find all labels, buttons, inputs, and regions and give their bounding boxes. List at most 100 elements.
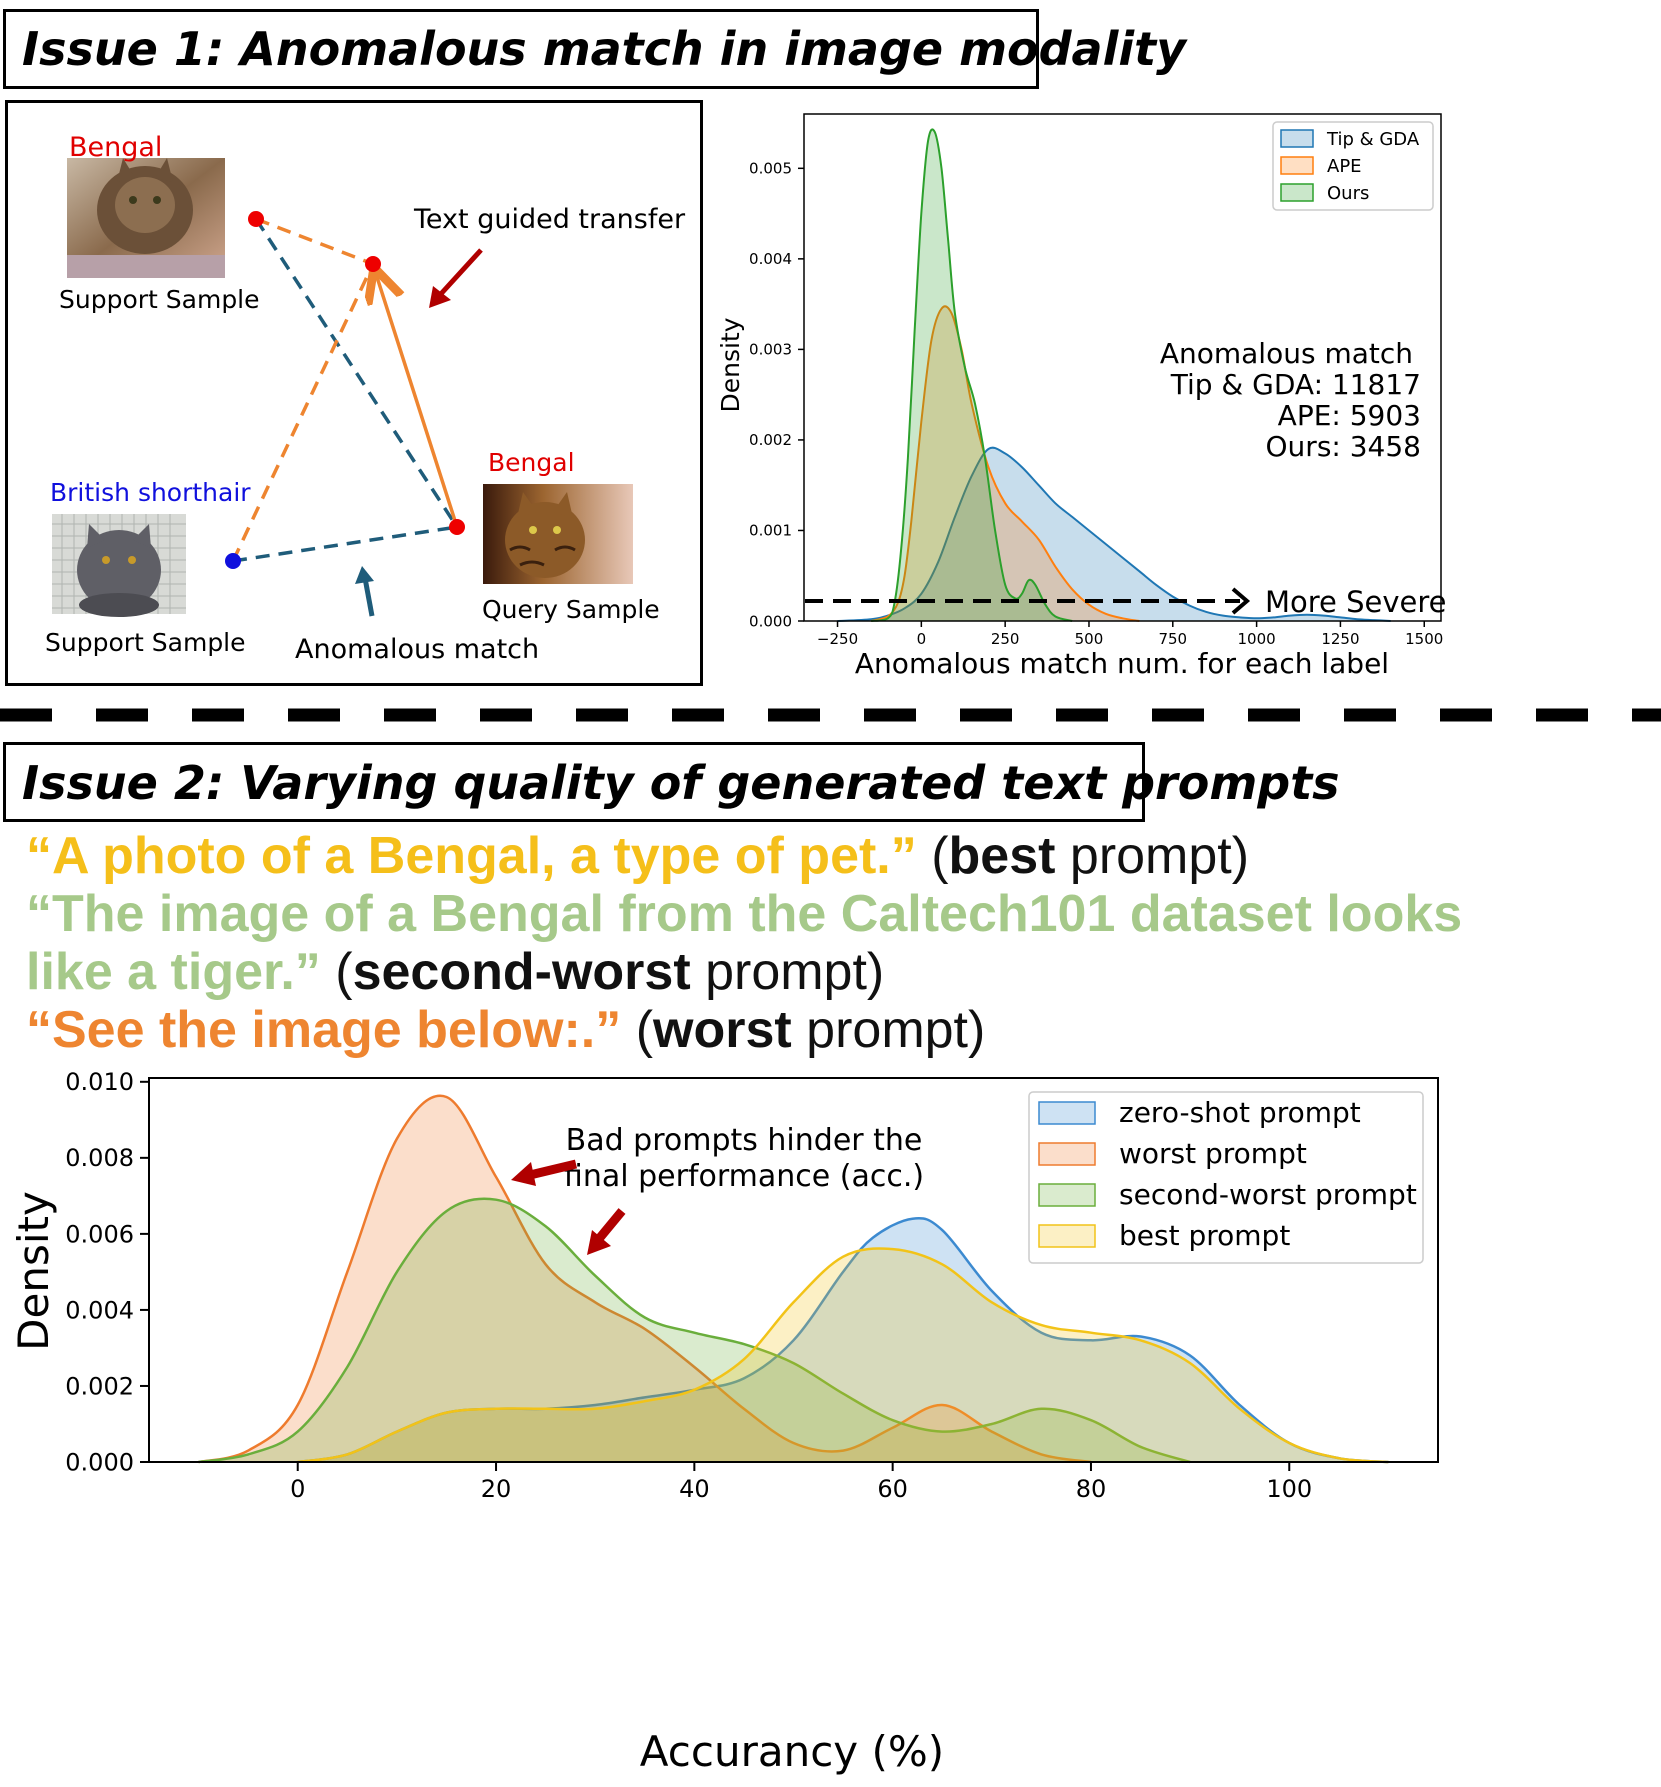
query-label: Bengal	[488, 448, 575, 477]
chart1-annotation: Anomalous match Tip & GDA: 11817 APE: 59…	[1160, 337, 1421, 463]
c2-xtick-label-2: 40	[679, 1475, 710, 1503]
c2-legend-frame	[1028, 1091, 1424, 1264]
c2-legend-label-0: zero-shot prompt	[1119, 1096, 1361, 1129]
c1-xtick-label-4: 750	[1158, 630, 1187, 648]
severity-label: More Severe	[1265, 585, 1447, 619]
dot-support-bottom	[225, 553, 241, 569]
chart1-xlabel: Anomalous match num. for each label	[855, 647, 1389, 680]
support-top-image	[67, 158, 225, 278]
c1-legend-swatch-0	[1280, 129, 1314, 148]
dashed-support-top-to-query	[254, 218, 459, 528]
c1-legend-label-0: Tip & GDA	[1326, 129, 1420, 150]
anomalous-match-label: Anomalous match	[295, 634, 539, 665]
support-bottom-caption: Support Sample	[45, 628, 246, 657]
dot-support-top	[248, 211, 264, 227]
c2-legend-swatch-0	[1038, 1101, 1096, 1125]
c2-area-0	[297, 1218, 1389, 1462]
c2-legend-label-2: second-worst prompt	[1119, 1178, 1417, 1211]
c1-ytick-label-4: 0.004	[749, 250, 792, 268]
c1-line-2	[870, 128, 1073, 622]
c1-ytick-label-2: 0.002	[749, 431, 792, 449]
query-image	[483, 484, 633, 584]
c1-area-0	[837, 447, 1391, 621]
c1-ytick-label-1: 0.001	[749, 522, 792, 540]
c1-xtick-label-7: 1500	[1405, 630, 1443, 648]
chart1-annotation-line-3: Ours: 3458	[1266, 430, 1421, 463]
c1-ytick-label-3: 0.003	[749, 341, 792, 359]
chart1-ylabel: Density	[716, 317, 745, 412]
c2-xtick-label-0: 0	[290, 1475, 305, 1503]
c2-ytick-label-0: 0.000	[65, 1448, 134, 1476]
c1-xtick-label-2: 250	[991, 630, 1020, 648]
c2-xtick-label-3: 60	[877, 1475, 908, 1503]
c2-legend-label-3: best prompt	[1119, 1219, 1290, 1252]
bad-prompt-arrow-1	[511, 1159, 578, 1186]
chart2-annotation-line-1: final performance (acc.)	[564, 1159, 924, 1194]
prompt-line-second-worst-1: “The image of a Bengal from the Caltech1…	[26, 884, 1462, 944]
issue1-diagram: Bengal Support Sample British shorthair …	[5, 100, 703, 686]
c2-area-3	[297, 1248, 1389, 1462]
text-transfer-pointer-arrow	[429, 248, 483, 308]
prompt-second-worst-quote-1: “The image of a Bengal from the Caltech1…	[26, 885, 1463, 943]
anomalous-match-chart: −250 0 250 500 750 1000 1250 1500 0.000 0.001 0.00…	[716, 113, 1447, 680]
chart2-xlabel: Accurancy (%)	[640, 1727, 944, 1776]
prompt-worst-rest: prompt)	[791, 1001, 986, 1059]
c1-xtick-label-1: 0	[917, 630, 927, 648]
c1-legend-label-2: Ours	[1327, 183, 1369, 204]
c1-area-1	[871, 306, 1140, 621]
prompt-second-worst-tag: second-worst	[352, 943, 691, 1001]
prompt-second-worst-open: (	[320, 943, 353, 1001]
c1-legend-swatch-1	[1280, 156, 1314, 175]
chart2-annotation: Bad prompts hinder the final performance…	[564, 1123, 924, 1194]
dot-query	[449, 519, 465, 535]
prompt-worst-quote: “See the image below:.”	[26, 1001, 622, 1059]
c1-frame	[803, 113, 1442, 622]
c2-legend-swatch-1	[1038, 1142, 1096, 1166]
support-top-label: Bengal	[69, 132, 162, 163]
chart1-annotation-line-2: APE: 5903	[1278, 399, 1421, 432]
c2-ytick-label-3: 0.006	[65, 1220, 134, 1248]
dashed-support-top-to-transfer	[255, 217, 374, 266]
support-bottom-label: British shorthair	[50, 478, 251, 507]
anomalous-pointer-arrow	[355, 566, 375, 617]
prompt-second-worst-quote-2: like a tiger.”	[26, 943, 321, 1001]
c1-xtick-label-0: −250	[817, 630, 858, 648]
c2-legend-label-1: worst prompt	[1119, 1137, 1307, 1170]
c2-ytick-label-4: 0.008	[65, 1144, 134, 1172]
bad-prompt-arrow-2	[587, 1208, 626, 1255]
c1-legend-swatch-2	[1280, 183, 1314, 202]
c2-xtick-label-5: 100	[1266, 1475, 1312, 1503]
c1-xtick-label-5: 1000	[1238, 630, 1276, 648]
issue1-title: Issue 1: Anomalous match in image modali…	[22, 22, 1187, 76]
c2-xtick-label-1: 20	[481, 1475, 512, 1503]
support-top-caption: Support Sample	[59, 285, 260, 314]
prompt-line-best: “A photo of a Bengal, a type of pet.” (b…	[26, 826, 1249, 886]
dashed-support-bottom-to-transfer	[231, 263, 375, 562]
c2-ytick-label-5: 0.010	[65, 1068, 134, 1096]
c1-area-2	[871, 129, 1073, 621]
prompt-best-open: (	[916, 827, 949, 885]
c1-line-0	[837, 446, 1391, 622]
chart1-annotation-line-1: Tip & GDA: 11817	[1170, 368, 1421, 401]
severity-arrow	[805, 587, 1251, 615]
issue1-title-box	[3, 9, 1039, 89]
section-separator	[0, 708, 1661, 722]
c2-xtick-label-4: 80	[1076, 1475, 1107, 1503]
support-bottom-image	[52, 514, 186, 617]
c1-xtick-label-6: 1250	[1321, 630, 1359, 648]
c2-frame	[148, 1077, 1439, 1463]
c2-area-1	[198, 1095, 1092, 1462]
query-caption: Query Sample	[482, 595, 660, 624]
chart1-legend: Tip & GDA APE Ours	[1272, 121, 1434, 211]
c1-xtick-label-3: 500	[1075, 630, 1104, 648]
text-transfer-label: Text guided transfer	[413, 204, 686, 235]
c2-legend-swatch-3	[1038, 1224, 1096, 1248]
chart2-ylabel: Density	[9, 1191, 58, 1351]
prompt-best-tag: best	[948, 827, 1056, 885]
c2-legend-swatch-2	[1038, 1183, 1096, 1207]
accuracy-chart: 0 20 40 60 80 100 0.000 0.002 0.004 0.006 0.008 0.0…	[9, 1068, 1439, 1776]
c2-ytick-label-1: 0.002	[65, 1372, 134, 1400]
prompt-line-worst: “See the image below:.” (worst prompt)	[26, 1000, 985, 1060]
prompt-second-worst-rest: prompt)	[690, 943, 885, 1001]
dot-transfer	[365, 256, 381, 272]
